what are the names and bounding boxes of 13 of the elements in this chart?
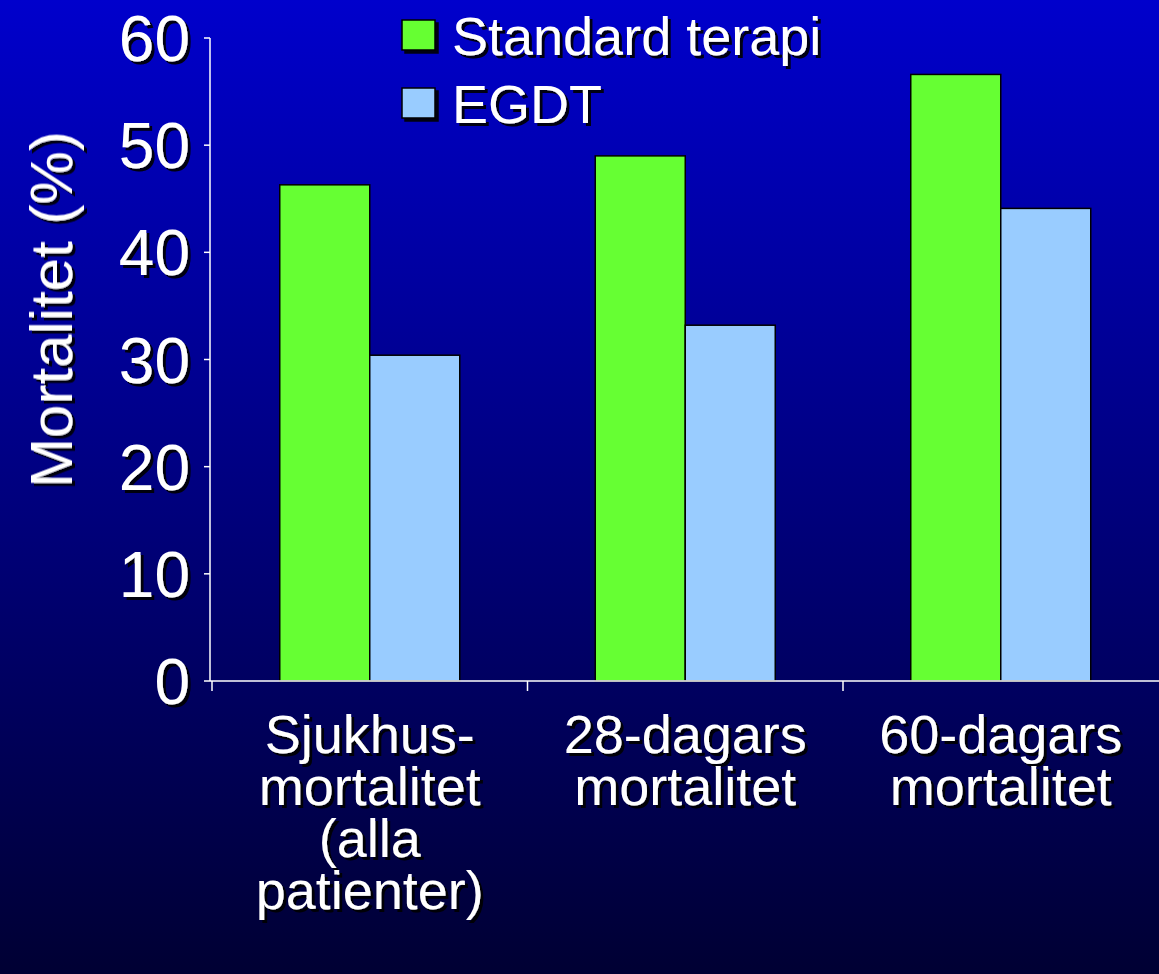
y-tick-label: 20 [118,431,190,504]
y-tick-label: 0 [154,646,190,719]
legend-label: Standard terapi [452,6,822,67]
x-tick-label: Sjukhus-mortalitet (alla patienter) [255,704,484,920]
x-tick-label: 60-dagars mortalitet [879,704,1123,816]
y-tick-label: 50 [118,110,190,183]
x-tick-label: 28-dagars mortalitet [563,704,807,816]
y-tick-label: 60 [118,3,190,76]
y-tick-label: 10 [118,538,190,611]
y-tick-label: 40 [118,217,190,290]
y-tick-label: 30 [118,324,190,397]
y-axis-title: Mortalitet (%) [18,131,85,488]
legend-label: EGDT [452,74,603,135]
